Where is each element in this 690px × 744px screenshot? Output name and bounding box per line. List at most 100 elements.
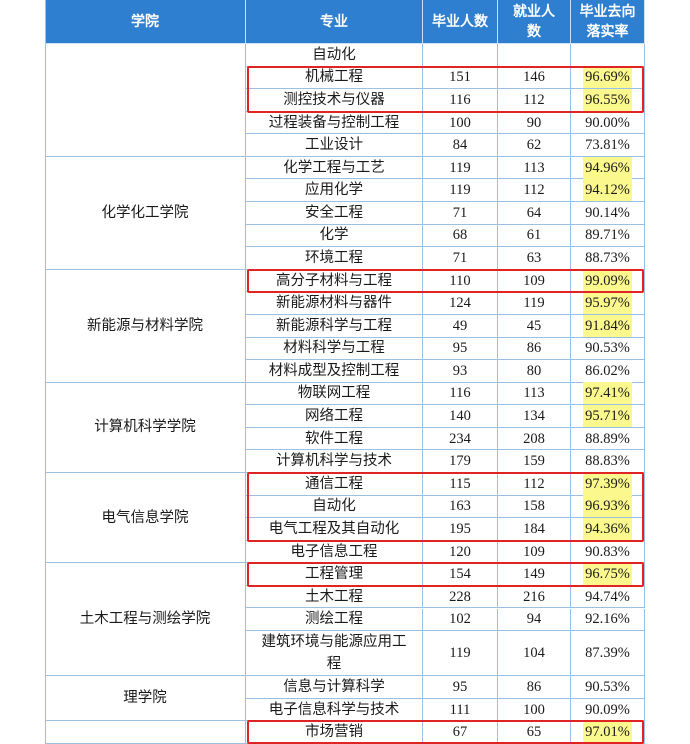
employed-cell: 208 (498, 427, 571, 451)
major-cell-text: 测绘工程 (305, 611, 363, 628)
header-cell-text: 学院 (131, 13, 159, 30)
graduates-cell-text: 151 (449, 69, 471, 86)
graduates-cell: 154 (423, 563, 498, 586)
rate-cell: 96.75% (571, 563, 645, 586)
major-cell: 电子信息科学与技术 (246, 698, 423, 722)
employed-cell: 119 (498, 292, 571, 315)
employed-cell (498, 44, 571, 67)
employed-cell-text: 90 (526, 114, 542, 131)
header-cell: 毕业人数 (423, 0, 498, 44)
rate-cell: 87.39% (571, 631, 645, 677)
employed-cell-text: 63 (526, 250, 542, 267)
employed-cell-text: 158 (523, 498, 545, 515)
header-cell-text: 毕业人数 (432, 13, 488, 30)
employed-cell: 112 (498, 89, 571, 112)
employed-cell: 109 (498, 269, 571, 293)
major-cell-text: 化学 (319, 227, 349, 244)
major-cell-text: 电子信息工程 (290, 543, 378, 560)
rate-cell: 97.39% (571, 472, 645, 496)
rate-cell: 96.93% (571, 495, 645, 519)
rate-cell-text: 97.01% (583, 721, 632, 744)
major-cell-text: 软件工程 (305, 430, 363, 447)
major-cell-text: 计算机科学与技术 (276, 453, 392, 470)
major-cell-text: 新能源科学与工程 (276, 317, 392, 334)
graduates-cell-text: 116 (449, 91, 471, 108)
rate-cell-text: 90.09% (585, 701, 630, 718)
graduates-cell-text: 67 (452, 724, 468, 741)
major-cell: 软件工程 (246, 427, 423, 451)
major-cell-text: 物联网工程 (297, 385, 371, 402)
major-cell: 计算机科学与技术 (246, 450, 423, 474)
rate-cell-text: 88.83% (585, 453, 630, 470)
employed-cell-text: 216 (523, 588, 545, 605)
major-cell: 应用化学 (246, 179, 423, 203)
graduates-cell: 124 (423, 292, 498, 315)
major-cell: 新能源材料与器件 (246, 292, 423, 315)
rate-cell: 95.97% (571, 292, 645, 315)
major-cell-text: 高分子材料与工程 (276, 272, 392, 289)
employed-cell: 113 (498, 382, 571, 406)
major-cell-text: 新能源材料与器件 (276, 295, 392, 312)
graduates-cell (423, 44, 498, 67)
graduates-cell-text: 102 (449, 611, 471, 628)
graduates-cell-text: 120 (449, 543, 471, 560)
major-cell-text: 材料科学与工程 (283, 340, 385, 357)
graduates-cell: 67 (423, 721, 498, 744)
employed-cell: 80 (498, 360, 571, 383)
rate-cell-text: 91.84% (583, 314, 632, 337)
graduates-cell-text: 115 (449, 475, 471, 492)
employed-cell-text: 61 (526, 227, 542, 244)
major-cell: 电子信息工程 (246, 540, 423, 564)
graduates-cell: 49 (423, 314, 498, 338)
rate-cell-text: 86.02% (585, 362, 630, 379)
graduates-cell-text: 71 (452, 250, 468, 267)
rate-cell-text: 99.09% (583, 269, 632, 292)
header-cell: 就业人数 (498, 0, 571, 44)
graduates-cell-text: 95 (452, 679, 468, 696)
employed-cell: 61 (498, 224, 571, 248)
employed-cell-text: 112 (523, 182, 545, 199)
header-cell: 学院 (45, 0, 246, 44)
rate-cell-text: 88.73% (585, 250, 630, 267)
major-cell-text: 自动化 (312, 46, 356, 63)
graduates-cell: 119 (423, 156, 498, 180)
major-cell: 网络工程 (246, 405, 423, 428)
employed-cell-text: 104 (523, 645, 545, 662)
rate-cell-text: 90.14% (585, 204, 630, 221)
graduates-cell-text: 154 (449, 566, 471, 583)
graduates-cell: 84 (423, 134, 498, 157)
rate-cell-text: 96.69% (583, 66, 632, 89)
major-cell-text: 材料成型及控制工程 (268, 362, 400, 379)
major-cell: 机械工程 (246, 66, 423, 90)
employed-cell-text: 119 (523, 295, 545, 312)
major-cell-text: 工程管理 (305, 566, 363, 583)
major-cell-text: 测控技术与仪器 (283, 91, 385, 108)
major-cell-text: 化学工程与工艺 (283, 159, 385, 176)
rate-cell: 92.16% (571, 608, 645, 632)
graduates-cell: 163 (423, 495, 498, 519)
employed-cell: 134 (498, 405, 571, 428)
rate-cell: 95.71% (571, 405, 645, 428)
graduates-cell: 93 (423, 360, 498, 383)
graduates-cell: 115 (423, 473, 498, 496)
graduates-cell: 68 (423, 224, 498, 248)
major-cell: 工程管理 (246, 563, 423, 586)
rate-cell: 73.81% (571, 134, 645, 157)
employed-cell-text: 109 (523, 543, 545, 560)
header-cell-text: 专业 (320, 13, 348, 30)
employed-cell: 104 (498, 631, 571, 677)
major-cell-text: 环境工程 (305, 250, 363, 267)
employed-cell: 86 (498, 337, 571, 361)
employed-cell-text: 62 (526, 137, 542, 154)
graduates-cell-text: 49 (452, 317, 468, 334)
rate-cell: 90.83% (571, 540, 645, 564)
graduates-cell: 120 (423, 540, 498, 564)
graduates-cell-text: 116 (449, 385, 471, 402)
major-cell: 环境工程 (246, 247, 423, 270)
rate-cell: 91.84% (571, 314, 645, 338)
graduates-cell-text: 163 (449, 498, 471, 515)
college-cell: 土木工程与测绘学院 (45, 563, 246, 677)
major-cell: 化学 (246, 224, 423, 248)
major-cell: 安全工程 (246, 202, 423, 225)
